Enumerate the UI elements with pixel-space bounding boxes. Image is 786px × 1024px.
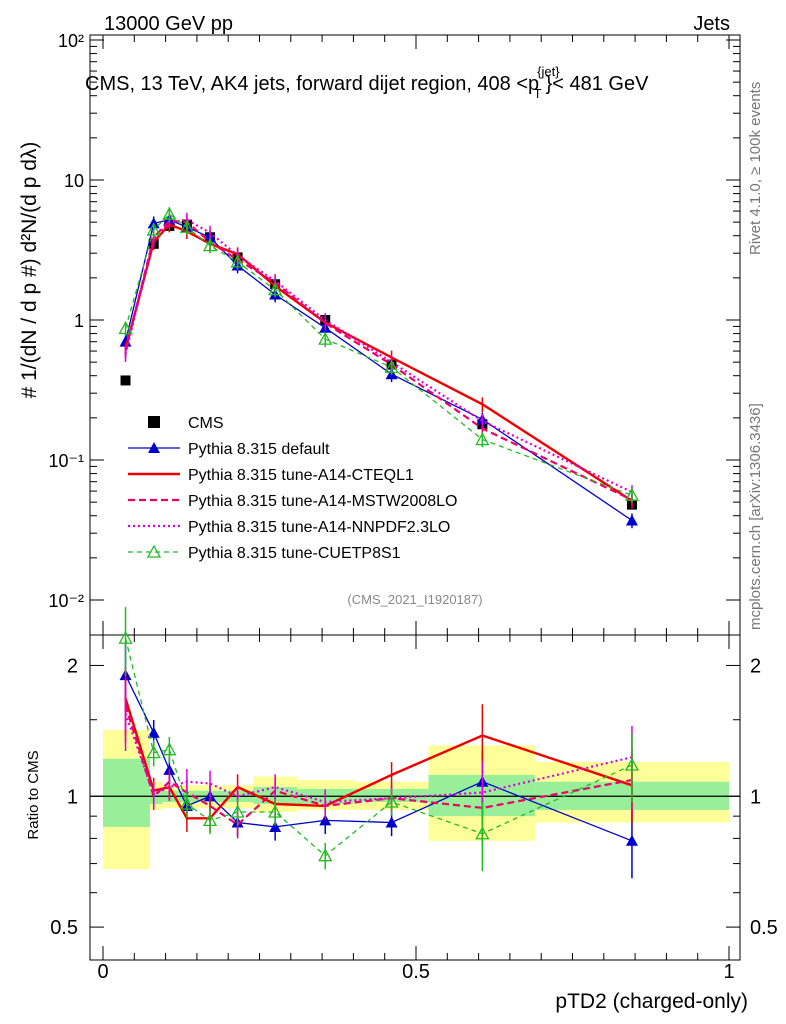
ratio-marker-cuetp8s1 [318, 848, 333, 862]
y-tick-label-3: 10⁻¹ [48, 451, 84, 471]
legend-marker-default [148, 442, 160, 453]
ratio-tick-label-right-0: 2 [750, 655, 761, 677]
plot-title: CMS, 13 TeV, AK4 jets, forward dijet reg… [85, 64, 649, 101]
marker-cuetp8s1 [624, 487, 640, 501]
ratio-marker-cuetp8s1 [475, 826, 490, 840]
ratio-marker-cuetp8s1 [162, 742, 177, 756]
ratio-marker-default [385, 816, 398, 828]
ratio-line-cuetp8s1 [124, 638, 633, 857]
plot-title-main: CMS, 13 TeV, AK4 jets, forward dijet reg… [85, 73, 539, 95]
ratio-marker-default [625, 834, 638, 846]
x-tick-label-1: 0.5 [402, 961, 430, 983]
series-line-cteql1 [124, 223, 633, 502]
cms-point [120, 375, 131, 386]
marker-cuetp8s1 [384, 359, 399, 373]
plot-title-sub: T [534, 86, 542, 101]
ratio-tick-label-left-1: 1 [67, 786, 78, 808]
marker-cuetp8s1 [146, 222, 161, 236]
legend-label-cms: CMS [188, 415, 224, 432]
ratio-marker-cuetp8s1 [230, 804, 245, 818]
band-1sigma-0 [103, 758, 150, 827]
y-tick-label-1: 10 [64, 171, 84, 191]
rivet-label: Rivet 4.1.0, ≥ 100k events [747, 82, 764, 255]
jets-label: Jets [693, 13, 730, 35]
legend-label-cteql1: Pythia 8.315 tune-A14-CTEQL1 [188, 467, 414, 484]
analysis-id: (CMS_2021_I1920187) [347, 592, 482, 607]
ratio-tick-label-left-0: 2 [67, 655, 78, 677]
y-tick-label-0: 10² [58, 31, 84, 51]
legend-marker-cms [148, 416, 160, 428]
marker-cuetp8s1 [318, 331, 333, 345]
legend-label-default: Pythia 8.315 default [188, 441, 330, 458]
ratio-marker-cuetp8s1 [268, 804, 283, 818]
energy-label: 13000 GeV pp [104, 13, 233, 35]
x-tick-label-2: 1 [723, 961, 734, 983]
ratio-marker-cuetp8s1 [202, 813, 218, 827]
ratio-marker-cuetp8s1 [624, 757, 640, 771]
marker-cuetp8s1 [179, 219, 194, 233]
legend-marker-cuetp8s1 [146, 544, 162, 558]
axis-ticks: 10² 10 1 10⁻¹ 10⁻² 2 2 1 1 0.5 0.5 0 0.5 1 [48, 31, 777, 983]
ratio-line-mstw [124, 704, 633, 827]
ratio-marker-default [269, 820, 282, 832]
mcplots-label: mcplots.cern.ch [arXiv:1306.3436] [747, 403, 764, 630]
marker-cuetp8s1 [162, 206, 177, 220]
ratio-tick-label-right-2: 0.5 [750, 917, 778, 939]
marker-cuetp8s1 [230, 254, 245, 268]
marker-cuetp8s1 [202, 238, 218, 252]
x-axis-label: pTD2 (charged-only) [555, 990, 748, 1013]
y-axis-label-ratio: Ratio to CMS [25, 750, 42, 839]
plot-title-end: }< 481 GeV [546, 73, 650, 95]
legend-label-mstw: Pythia 8.315 tune-A14-MSTW2008LO [188, 493, 457, 510]
y-axis-label-text: # 1/(dN / d p #) d²N/(d p dλ) [18, 142, 41, 399]
ratio-tick-label-right-1: 1 [750, 786, 761, 808]
ratio-marker-default [319, 814, 332, 826]
marker-cuetp8s1 [475, 432, 490, 446]
y-tick-label-4: 10⁻² [48, 591, 84, 611]
x-tick-label-0: 0 [97, 961, 108, 983]
legend-label-nnpdf: Pythia 8.315 tune-A14-NNPDF2.3LO [188, 519, 450, 536]
legend: CMS Pythia 8.315 default Pythia 8.315 tune… [128, 415, 457, 562]
plot-title-sup: {jet} [537, 64, 560, 79]
ratio-marker-cuetp8s1 [384, 794, 399, 808]
ratio-marker-cuetp8s1 [118, 630, 133, 644]
main-series [118, 206, 640, 529]
legend-label-cuetp8s1: Pythia 8.315 tune-CUETP8S1 [188, 545, 401, 562]
ratio-marker-default [147, 726, 160, 738]
ratio-marker-cuetp8s1 [179, 796, 194, 810]
ratio-frame [89, 634, 741, 961]
marker-default [625, 514, 638, 526]
marker-cuetp8s1 [118, 321, 133, 335]
ratio-series [118, 607, 640, 879]
marker-cuetp8s1 [268, 282, 283, 296]
ratio-tick-label-left-2: 0.5 [50, 917, 78, 939]
y-tick-label-2: 1 [74, 311, 84, 331]
ratio-marker-cuetp8s1 [146, 745, 161, 759]
y-axis-label-main: # 1/(dN / d p #) d²N/(d p dλ) [18, 142, 41, 399]
